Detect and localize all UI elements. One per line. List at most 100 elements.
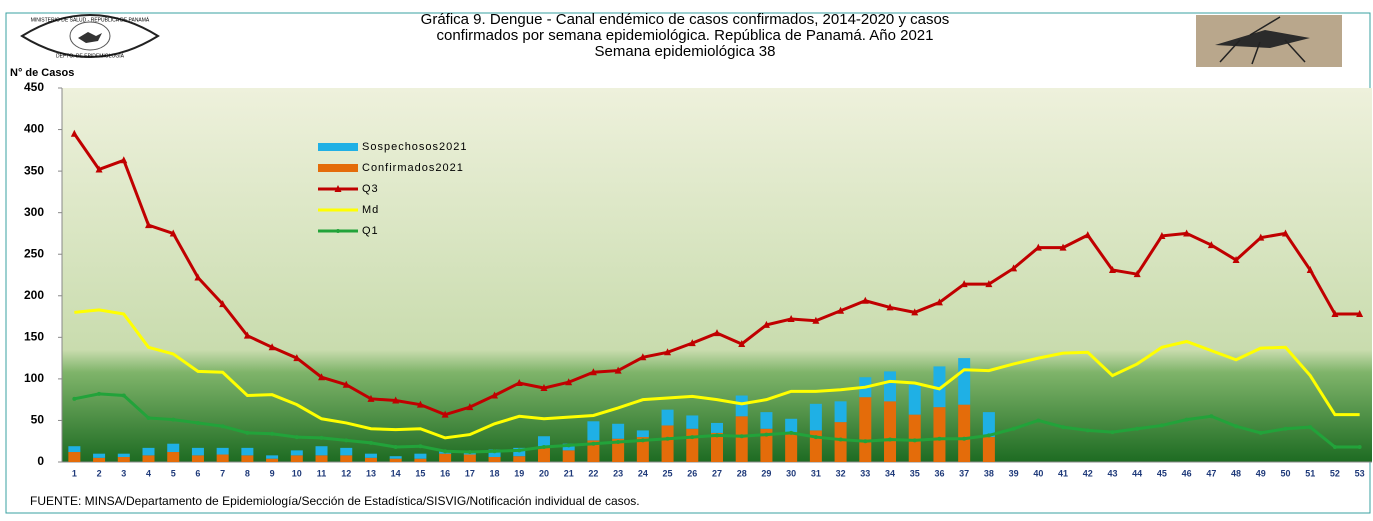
- y-tick-label: 250: [24, 246, 44, 260]
- x-tick-label: 14: [391, 468, 401, 478]
- x-tick-label: 31: [811, 468, 821, 478]
- marker: [1135, 427, 1139, 431]
- bar: [266, 459, 278, 462]
- mosquito-image: [1196, 15, 1342, 67]
- x-tick-label: 47: [1206, 468, 1216, 478]
- marker: [517, 448, 521, 452]
- marker: [1283, 427, 1287, 431]
- x-tick-label: 10: [292, 468, 302, 478]
- bar: [439, 454, 451, 462]
- bar: [933, 407, 945, 462]
- x-tick-label: 38: [984, 468, 994, 478]
- bar: [760, 412, 772, 429]
- marker: [320, 436, 324, 440]
- bar: [489, 457, 501, 462]
- marker: [1259, 431, 1263, 435]
- marker: [641, 438, 645, 442]
- x-tick-label: 28: [737, 468, 747, 478]
- marker: [987, 433, 991, 437]
- bar: [414, 454, 426, 459]
- marker: [591, 442, 595, 446]
- bar: [118, 454, 130, 457]
- marker: [839, 438, 843, 442]
- marker: [1308, 425, 1312, 429]
- x-tick-label: 16: [440, 468, 450, 478]
- bar: [167, 452, 179, 462]
- marker: [764, 433, 768, 437]
- bar: [958, 405, 970, 462]
- x-tick-label: 37: [959, 468, 969, 478]
- legend-label: Md: [362, 204, 379, 216]
- marker: [493, 449, 497, 453]
- bar: [958, 358, 970, 405]
- marker: [666, 437, 670, 441]
- marker: [1358, 445, 1362, 449]
- x-tick-label: 52: [1330, 468, 1340, 478]
- bar: [68, 452, 80, 462]
- y-axis-label: N° de Casos: [10, 67, 74, 79]
- bar: [538, 436, 550, 446]
- marker: [1234, 424, 1238, 428]
- bar: [316, 455, 328, 462]
- y-tick-label: 300: [24, 205, 44, 219]
- marker: [567, 443, 571, 447]
- marker: [122, 394, 126, 398]
- x-tick-label: 50: [1280, 468, 1290, 478]
- bar: [340, 455, 352, 462]
- y-tick-label: 200: [24, 288, 44, 302]
- marker: [542, 445, 546, 449]
- bar: [884, 401, 896, 462]
- bar: [785, 432, 797, 462]
- x-tick-label: 18: [490, 468, 500, 478]
- legend-label: Q1: [362, 225, 379, 237]
- marker: [888, 438, 892, 442]
- marker: [789, 431, 793, 435]
- marker: [863, 439, 867, 443]
- bar: [736, 416, 748, 462]
- bar: [909, 385, 921, 415]
- bar: [513, 456, 525, 462]
- logo-text: MINISTERIO DE SALUD - REPÚBLICA DE PANAM…: [31, 16, 150, 23]
- bar: [266, 455, 278, 458]
- y-tick-label: 50: [31, 413, 45, 427]
- marker: [221, 424, 225, 428]
- x-tick-label: 26: [687, 468, 697, 478]
- bar: [143, 448, 155, 455]
- bar: [192, 448, 204, 455]
- x-tick-label: 43: [1107, 468, 1117, 478]
- marker: [1185, 418, 1189, 422]
- y-tick-label: 400: [24, 122, 44, 136]
- x-tick-label: 4: [146, 468, 151, 478]
- marker: [72, 397, 76, 401]
- marker: [147, 416, 151, 420]
- marker: [1036, 418, 1040, 422]
- marker: [171, 418, 175, 422]
- bar: [390, 456, 402, 458]
- marker: [913, 438, 917, 442]
- logo: MINISTERIO DE SALUD - REPÚBLICA DE PANAM…: [22, 15, 158, 59]
- marker: [715, 433, 719, 437]
- bar: [983, 437, 995, 462]
- marker: [418, 444, 422, 448]
- x-tick-label: 5: [171, 468, 176, 478]
- bar: [662, 410, 674, 426]
- x-tick-label: 24: [638, 468, 648, 478]
- x-tick-label: 19: [514, 468, 524, 478]
- x-tick-label: 13: [366, 468, 376, 478]
- bar: [662, 425, 674, 462]
- x-tick-label: 11: [317, 468, 327, 478]
- legend-swatch: [318, 164, 358, 172]
- bar: [686, 415, 698, 428]
- x-tick-label: 12: [341, 468, 351, 478]
- legend-label: Q3: [362, 183, 379, 195]
- bar: [835, 401, 847, 422]
- bar: [785, 419, 797, 432]
- source: FUENTE: MINSA/Departamento de Epidemiolo…: [30, 494, 640, 508]
- bar: [217, 448, 229, 455]
- bar: [563, 450, 575, 462]
- x-tick-label: 7: [220, 468, 225, 478]
- marker: [1209, 414, 1213, 418]
- marker: [295, 435, 299, 439]
- bar: [316, 446, 328, 455]
- x-tick-label: 46: [1182, 468, 1192, 478]
